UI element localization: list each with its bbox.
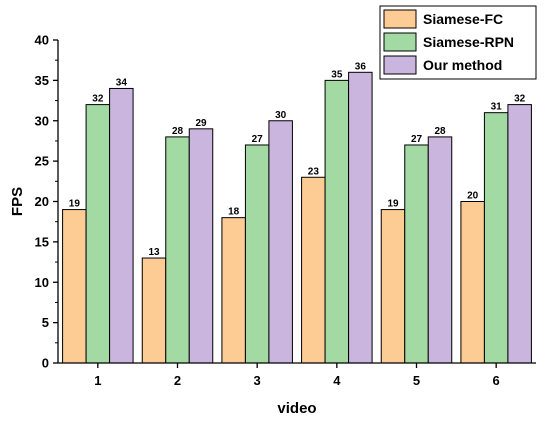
x-tick-label: 5 bbox=[413, 373, 420, 388]
bar-siamese-rpn-video-5 bbox=[404, 144, 429, 364]
x-tick-label: 1 bbox=[94, 373, 101, 388]
bar-siamese-rpn-video-1 bbox=[85, 104, 111, 364]
y-tick-label: 35 bbox=[35, 73, 49, 88]
bar-siamese-fc-video-6 bbox=[460, 201, 485, 364]
legend-label: Siamese-RPN bbox=[423, 34, 514, 50]
x-tick-label: 6 bbox=[493, 373, 500, 388]
data-label: 28 bbox=[172, 126, 184, 137]
bar-our-method-video-4 bbox=[348, 71, 373, 364]
data-labels-group: 19 32 34 13 28 29 18 27 30 23 35 36 19 27 28 20 31 32 bbox=[69, 61, 526, 258]
bar-siamese-fc-video-5 bbox=[380, 209, 406, 364]
data-label: 27 bbox=[252, 134, 264, 145]
data-label: 18 bbox=[228, 207, 240, 218]
y-tick-label: 30 bbox=[35, 113, 49, 128]
bar-our-method-video-6 bbox=[507, 104, 532, 364]
y-tick-label: 15 bbox=[35, 234, 49, 249]
y-axis-label: FPS bbox=[9, 187, 26, 216]
x-tick-label: 3 bbox=[254, 373, 261, 388]
bar-siamese-rpn-video-2 bbox=[165, 136, 190, 364]
legend-swatch bbox=[383, 32, 417, 52]
y-tick-label: 0 bbox=[42, 356, 49, 371]
bar-siamese-fc-video-2 bbox=[141, 257, 167, 364]
bar-siamese-rpn-video-4 bbox=[324, 79, 350, 364]
bar-siamese-rpn-video-6 bbox=[483, 112, 509, 364]
bar-siamese-fc-video-1 bbox=[62, 209, 87, 364]
bar-siamese-fc-video-4 bbox=[301, 176, 326, 364]
data-label: 29 bbox=[195, 118, 207, 129]
data-label: 36 bbox=[355, 61, 367, 72]
legend: Siamese-FC Siamese-RPN Our method bbox=[379, 5, 537, 80]
y-tick-label: 5 bbox=[42, 315, 49, 330]
bar-siamese-fc-video-3 bbox=[221, 217, 246, 364]
data-label: 35 bbox=[331, 69, 343, 80]
bar-our-method-video-2 bbox=[188, 128, 214, 364]
data-label: 32 bbox=[92, 94, 104, 105]
bar-our-method-video-1 bbox=[109, 87, 134, 364]
data-label: 23 bbox=[308, 166, 320, 177]
data-label: 13 bbox=[148, 247, 160, 258]
legend-label: Our method bbox=[423, 57, 502, 73]
bar-our-method-video-3 bbox=[268, 120, 293, 364]
data-label: 30 bbox=[275, 110, 287, 121]
bars-group bbox=[62, 71, 532, 364]
data-label: 28 bbox=[434, 126, 446, 137]
data-label: 20 bbox=[467, 191, 479, 202]
legend-label: Siamese-FC bbox=[423, 11, 503, 27]
legend-swatch bbox=[383, 9, 417, 29]
data-label: 19 bbox=[387, 199, 399, 210]
y-tick-label: 10 bbox=[35, 275, 49, 290]
y-tick-label: 40 bbox=[35, 33, 49, 48]
data-label: 34 bbox=[116, 77, 128, 88]
x-tick-label: 2 bbox=[174, 373, 181, 388]
data-label: 27 bbox=[411, 134, 423, 145]
data-label: 31 bbox=[491, 102, 503, 113]
data-label: 19 bbox=[69, 199, 81, 210]
y-tick-label: 20 bbox=[35, 194, 49, 209]
data-label: 32 bbox=[514, 94, 526, 105]
bar-our-method-video-5 bbox=[427, 136, 453, 364]
bar-siamese-rpn-video-3 bbox=[244, 144, 270, 364]
y-tick-label: 25 bbox=[35, 154, 49, 169]
legend-swatch bbox=[383, 55, 417, 75]
x-axis-label: video bbox=[277, 400, 316, 417]
x-tick-label: 4 bbox=[333, 373, 341, 388]
